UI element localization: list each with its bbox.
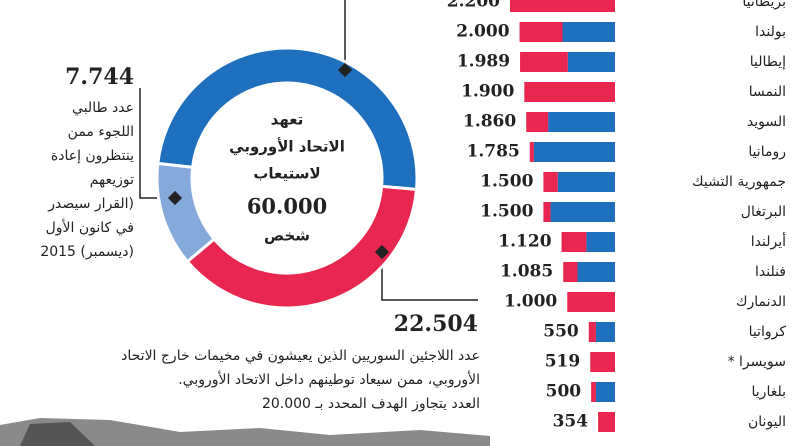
bar-segment <box>510 0 615 12</box>
bar-segment <box>519 22 563 42</box>
country-label: النمسا <box>749 84 786 100</box>
note-line: (القرار سيصدر <box>47 196 134 212</box>
total-label: 2.000 <box>456 22 509 42</box>
bar-segment <box>529 142 534 162</box>
total-label: 1.085 <box>500 262 553 282</box>
center-total: 60.000 <box>247 194 327 219</box>
total-label: 550 <box>543 322 579 342</box>
connector-marker <box>337 62 353 78</box>
total-label: 1.500 <box>480 172 533 192</box>
country-label: كرواتيا <box>749 324 787 340</box>
note-line: الأوروبي، ممن سيعاد توطينهم داخل الاتحاد… <box>178 370 480 388</box>
country-label: بلغاريا <box>752 384 786 400</box>
bar-segment <box>550 202 615 222</box>
country-label: سويسرا * <box>728 354 786 370</box>
bar-segment <box>520 52 568 72</box>
bar-segment <box>567 52 615 72</box>
bar-segment <box>595 382 615 402</box>
total-label: 1.120 <box>498 232 551 252</box>
connector-marker <box>374 244 390 260</box>
note-line: العدد يتجاوز الهدف المحدد بـ 20.000 <box>262 396 480 412</box>
note-line: ينتظرون إعادة <box>51 148 134 164</box>
center-text: لاستيعاب <box>253 165 320 183</box>
bar-segment <box>588 322 596 342</box>
country-label: فنلندا <box>755 264 786 280</box>
bar-segment <box>543 172 558 192</box>
donut-segment <box>156 46 419 191</box>
note-line: (ديسمبر) 2015 <box>40 244 134 260</box>
total-label: 1.989 <box>457 52 510 72</box>
total-label: 1.900 <box>461 82 514 102</box>
total-label: 2.200 <box>447 0 500 12</box>
bar-segment <box>590 352 615 372</box>
note-line: في كانون الأول <box>46 218 134 236</box>
donut-segment <box>185 184 419 310</box>
total-label: 1.000 <box>504 292 557 312</box>
total-label: 500 <box>546 382 582 402</box>
bar-segment <box>586 232 615 252</box>
country-label: بريطانيا <box>742 0 786 10</box>
photo-strip <box>0 418 490 446</box>
bar-segment <box>543 202 551 222</box>
bar-segment <box>533 142 615 162</box>
country-label: جمهورية التشيك <box>692 174 786 190</box>
country-label: البرتغال <box>741 204 786 220</box>
country-label: الدنمارك <box>736 294 786 310</box>
note-line: توزيعهم <box>90 172 134 188</box>
connector <box>381 252 478 301</box>
bar-segment <box>524 82 615 102</box>
donut-segment <box>155 161 217 264</box>
total-label: 1.500 <box>480 202 533 222</box>
center-text: الاتحاد الأوروبي <box>229 138 345 156</box>
bar-segment <box>557 172 615 192</box>
bar-segment <box>595 322 615 342</box>
value-label: 7.744 <box>65 64 134 90</box>
bar-segment <box>562 22 615 42</box>
center-text: تعهد <box>271 111 304 129</box>
center-unit: شخص <box>264 227 310 245</box>
country-label: إيطاليا <box>750 54 786 70</box>
value-label: 22.504 <box>394 311 478 337</box>
bar-segment <box>563 262 578 282</box>
bar-segment <box>598 412 615 432</box>
country-label: أيرلندا <box>751 232 786 250</box>
country-label: رومانيا <box>748 144 786 160</box>
bar-segment <box>561 232 587 252</box>
note-line: عدد طالبي <box>72 100 134 116</box>
note-line: عدد اللاجئين السوريين الذين يعيشون في مخ… <box>121 348 480 364</box>
total-label: 354 <box>553 412 589 432</box>
country-label: بولندا <box>755 24 786 40</box>
bar-segment <box>526 112 549 132</box>
bar-segment <box>567 292 615 312</box>
bar-segment <box>591 382 596 402</box>
country-label: اليونان <box>748 414 786 430</box>
photo-detail <box>20 422 95 446</box>
connector-marker <box>167 190 183 206</box>
bar-segment <box>577 262 615 282</box>
bar-segment <box>548 112 615 132</box>
country-label: السويد <box>747 114 786 130</box>
total-label: 519 <box>545 352 581 372</box>
total-label: 1.785 <box>467 142 520 162</box>
total-label: 1.860 <box>463 112 516 132</box>
note-line: اللجوء ممن <box>68 124 134 140</box>
